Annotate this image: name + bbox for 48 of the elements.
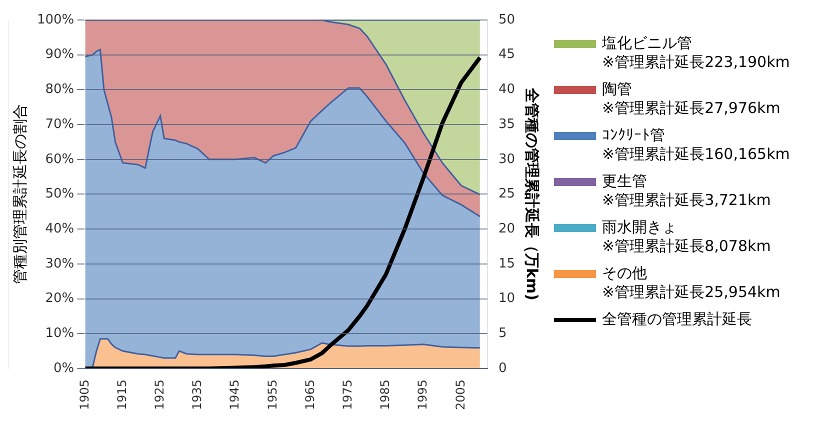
y-tick-label: 30%: [45, 256, 74, 272]
y-tick-label: 90%: [45, 47, 74, 62]
y2-axis-title: 全管種の管理累計延長（万km): [523, 86, 542, 300]
text: ※管理累計延長3,721km: [601, 191, 772, 210]
y2-tick-label: 15: [498, 256, 516, 272]
x-tick-label: 1985: [378, 379, 392, 410]
y2-tick-label: 35: [498, 116, 516, 132]
x-tick-label: 2005: [453, 379, 468, 410]
text: ※管理累計延長8,078km: [601, 237, 772, 256]
y-tick-label: 10%: [45, 326, 74, 341]
x-tick-label: 1935: [190, 379, 204, 410]
y2-tick-label: 25: [498, 186, 516, 202]
x-tick-label: 1975: [340, 379, 354, 410]
legend-label: 更生管: [602, 172, 647, 191]
y-tick-label: 0%: [54, 360, 74, 376]
y-tick-label: 100%: [36, 12, 74, 28]
y-tick-label: 80%: [45, 82, 74, 98]
text: ※管理累計延長25,954km: [601, 283, 782, 302]
y-tick-label: 50%: [45, 186, 74, 202]
y2-tick-label: 5: [498, 326, 507, 341]
y2-tick-label: 30: [498, 152, 516, 167]
y2-tick-label: 40: [498, 82, 516, 98]
x-tick-label: 1955: [265, 379, 280, 410]
y-axis-title: 管種別管理累計延長の割合: [10, 104, 29, 284]
legend-label: 陶管: [602, 80, 632, 99]
legend-label: 全管種の管理累計延長: [602, 310, 752, 329]
text: ※管理累計延長223,190km: [601, 53, 791, 72]
y2-tick-label: 50: [498, 12, 516, 28]
x-tick-label: 1995: [416, 379, 430, 410]
text: ※管理累計延長160,165km: [601, 145, 791, 164]
x-tick-label: 1915: [114, 379, 129, 410]
x-tick-label: 1965: [302, 379, 317, 410]
y-tick-label: 70%: [45, 116, 74, 132]
legend-label: その他: [602, 264, 647, 283]
y2-tick-label: 0: [498, 360, 507, 376]
x-tick-label: 1925: [152, 379, 166, 410]
y-tick-label: 60%: [45, 152, 74, 167]
y2-tick-label: 45: [498, 47, 516, 62]
text: ※管理累計延長27,976km: [601, 99, 782, 118]
x-tick-label: 1945: [228, 379, 242, 410]
legend-label: 塩化ビニル管: [602, 34, 692, 53]
x-tick-label: 1905: [77, 379, 92, 410]
y2-tick-label: 10: [498, 291, 516, 306]
legend-label: 雨水開きょ: [602, 218, 677, 237]
legend-label: ｺﾝｸﾘｰﾄ管: [602, 126, 665, 145]
y2-tick-label: 20: [498, 221, 516, 236]
y-tick-label: 20%: [45, 291, 74, 306]
y-tick-label: 40%: [45, 221, 74, 236]
